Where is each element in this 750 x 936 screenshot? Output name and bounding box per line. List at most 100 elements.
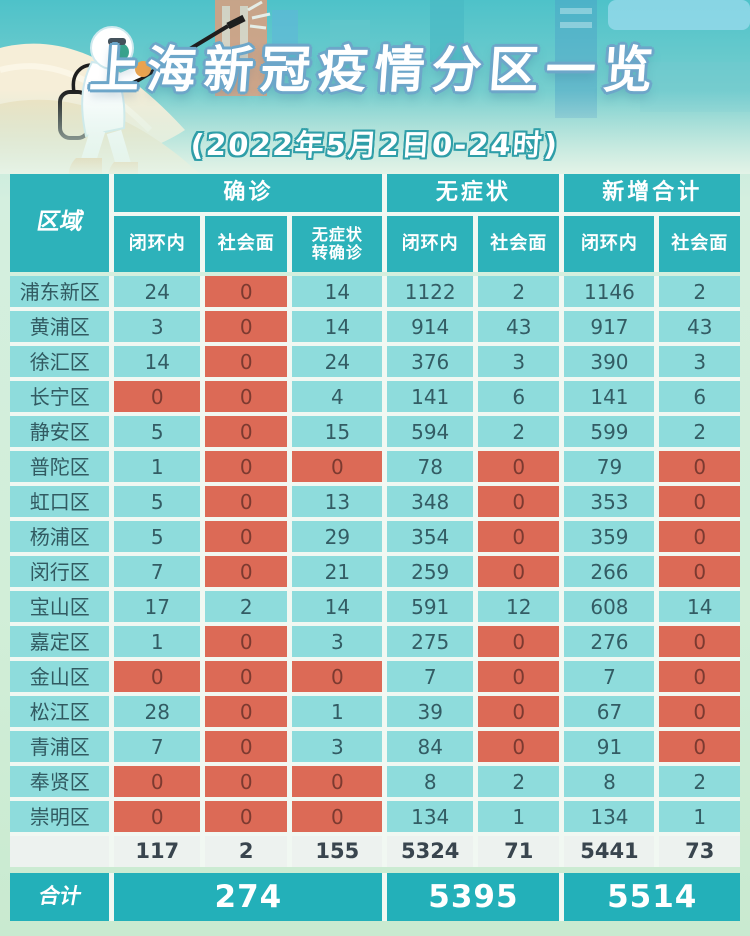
col-header-asymp-closedloop: 闭环内 [387,216,474,272]
value-cell: 0 [659,696,740,727]
col-header-converted: 无症状 转确诊 [292,216,383,272]
value-cell: 2 [478,766,560,797]
value-cell: 0 [478,556,560,587]
district-cell: 崇明区 [10,801,110,832]
value-cell: 0 [205,801,288,832]
value-cell: 28 [114,696,201,727]
value-cell: 591 [387,591,474,622]
value-cell: 0 [205,521,288,552]
value-cell: 13 [292,486,383,517]
value-cell: 3 [659,346,740,377]
value-cell: 14 [292,276,383,307]
value-cell: 3 [292,626,383,657]
value-cell: 134 [387,801,474,832]
value-cell: 1122 [387,276,474,307]
value-cell: 1 [114,451,201,482]
value-cell: 0 [205,416,288,447]
value-cell: 0 [205,766,288,797]
value-cell: 390 [564,346,655,377]
value-cell: 5 [114,486,201,517]
value-cell: 0 [205,731,288,762]
district-cell: 虹口区 [10,486,110,517]
value-cell: 2 [659,416,740,447]
value-cell: 0 [478,661,560,692]
value-cell: 8 [564,766,655,797]
col-header-confirmed-community: 社会面 [205,216,288,272]
value-cell: 141 [387,381,474,412]
value-cell: 0 [205,626,288,657]
value-cell: 917 [564,311,655,342]
value-cell: 0 [659,486,740,517]
value-cell: 24 [292,346,383,377]
col-header-newtotal-community: 社会面 [659,216,740,272]
value-cell: 2 [205,591,288,622]
value-cell: 3 [292,731,383,762]
banner: 上海新冠疫情分区一览 (2022年5月2日0-24时) [0,0,750,174]
group-header-asymptomatic: 无症状 [387,174,560,212]
col-header-newtotal-closedloop: 闭环内 [564,216,655,272]
value-cell: 1 [478,801,560,832]
value-cell: 276 [564,626,655,657]
subtotal-blank-cell [10,836,110,867]
value-cell: 3 [478,346,560,377]
value-cell: 21 [292,556,383,587]
value-cell: 7 [564,661,655,692]
value-cell: 2 [659,276,740,307]
value-cell: 608 [564,591,655,622]
value-cell: 0 [659,521,740,552]
value-cell: 0 [205,451,288,482]
district-cell: 黄浦区 [10,311,110,342]
total-asymptomatic-cell: 5395 [387,873,560,921]
subtotal-value-cell: 5324 [387,836,474,867]
total-newtotal-cell: 5514 [564,873,740,921]
value-cell: 29 [292,521,383,552]
value-cell: 0 [292,451,383,482]
value-cell: 1 [114,626,201,657]
page-subtitle: (2022年5月2日0-24时) [189,128,561,162]
value-cell: 1 [292,696,383,727]
value-cell: 275 [387,626,474,657]
value-cell: 43 [659,311,740,342]
value-cell: 67 [564,696,655,727]
district-cell: 普陀区 [10,451,110,482]
value-cell: 914 [387,311,474,342]
value-cell: 17 [114,591,201,622]
page-title: 上海新冠疫情分区一览 [87,41,662,99]
value-cell: 259 [387,556,474,587]
value-cell: 7 [114,556,201,587]
value-cell: 1146 [564,276,655,307]
district-cell: 长宁区 [10,381,110,412]
value-cell: 5 [114,521,201,552]
district-cell: 徐汇区 [10,346,110,377]
subtotal-value-cell: 155 [292,836,383,867]
region-header-cell: 区域 [10,174,110,272]
col-header-confirmed-closedloop: 闭环内 [114,216,201,272]
value-cell: 78 [387,451,474,482]
value-cell: 0 [659,731,740,762]
group-header-confirmed: 确诊 [114,174,383,212]
value-cell: 0 [205,311,288,342]
table-body: 浦东新区 24 0 14 1122 2 1146 2 黄浦区 3 0 14 914 43 917 43 徐汇区 1… [10,276,740,867]
value-cell: 2 [478,416,560,447]
value-cell: 0 [659,556,740,587]
subtotal-value-cell: 2 [205,836,288,867]
value-cell: 0 [114,766,201,797]
total-confirmed-cell: 274 [114,873,383,921]
value-cell: 79 [564,451,655,482]
value-cell: 0 [205,661,288,692]
value-cell: 0 [205,556,288,587]
value-cell: 0 [205,486,288,517]
value-cell: 0 [114,381,201,412]
value-cell: 0 [478,626,560,657]
value-cell: 0 [478,451,560,482]
col-header-asymp-community: 社会面 [478,216,560,272]
value-cell: 84 [387,731,474,762]
value-cell: 14 [292,311,383,342]
district-cell: 嘉定区 [10,626,110,657]
value-cell: 15 [292,416,383,447]
district-cell: 青浦区 [10,731,110,762]
value-cell: 0 [205,276,288,307]
district-cell: 松江区 [10,696,110,727]
value-cell: 0 [292,661,383,692]
value-cell: 0 [478,731,560,762]
